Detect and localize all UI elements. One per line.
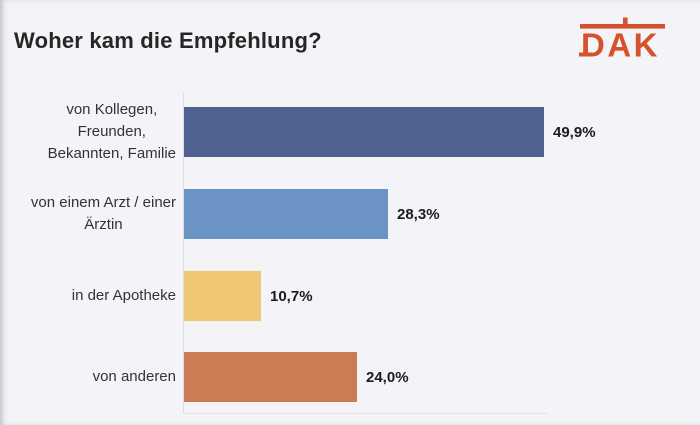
dak-logo-a-apex (623, 17, 628, 25)
category-label: von einem Arzt / einer Ärztin (0, 189, 176, 239)
y-axis-line (183, 93, 184, 414)
dak-logo-d-base (579, 52, 592, 57)
category-label: von Kollegen, Freunden, Bekannten, Familie (0, 101, 176, 162)
category-label: in der Apotheke (0, 271, 176, 321)
category-label-text: von anderen (92, 368, 176, 385)
chart-row: von anderen 24,0% (0, 352, 700, 402)
bar (184, 107, 544, 157)
x-axis-line (183, 413, 548, 414)
value-label: 10,7% (270, 287, 313, 305)
dak-logo-top-bar (580, 24, 665, 29)
value-label: 28,3% (397, 205, 440, 223)
chart-row: in der Apotheke 10,7% (0, 271, 700, 321)
page-title: Woher kam die Empfehlung? (14, 28, 322, 53)
value-label: 49,9% (553, 123, 596, 141)
bar (184, 352, 357, 402)
category-label-text: in der Apotheke (71, 287, 176, 304)
bar (184, 271, 261, 321)
category-label: von anderen (0, 352, 176, 402)
dak-logo-text: DAK (581, 27, 660, 61)
category-label-text: von Kollegen, Freunden, Bekannten, Familie (47, 101, 176, 162)
category-label-text: von einem Arzt / einer Ärztin (30, 194, 176, 233)
dak-logo: DAK (579, 17, 665, 61)
bar (184, 189, 388, 239)
chart-row: von Kollegen, Freunden, Bekannten, Familie… (0, 101, 700, 162)
value-label: 24,0% (366, 368, 409, 386)
chart-row: von einem Arzt / einer Ärztin 28,3% (0, 189, 700, 239)
